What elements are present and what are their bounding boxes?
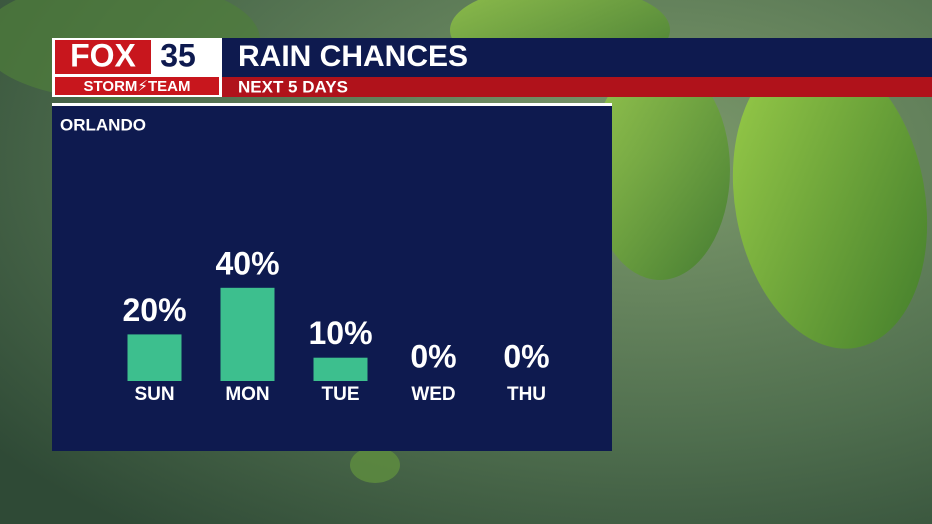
bar: [313, 357, 368, 381]
logo-red: [55, 40, 151, 74]
leaf: [350, 447, 400, 483]
value-label: 20%: [122, 292, 186, 328]
bar: [220, 287, 275, 381]
value-label: 0%: [503, 338, 549, 374]
x-tick-label: MON: [225, 384, 269, 405]
subtitle-banner: [52, 77, 932, 97]
x-tick-label: THU: [507, 384, 546, 405]
logo-network: FOX: [70, 37, 136, 73]
leaf: [732, 51, 928, 349]
x-tick-label: TUE: [322, 384, 360, 405]
logo-team: STORM⚡TEAM: [84, 78, 191, 95]
value-label: 10%: [308, 315, 372, 351]
chart-subtitle: NEXT 5 DAYS: [238, 77, 348, 96]
logo-team-box: [55, 77, 219, 95]
value-label: 0%: [410, 338, 456, 374]
chart-panel: [52, 103, 612, 451]
logo-channel: 35: [160, 37, 196, 73]
panel-top-line: [52, 103, 612, 106]
chart-title: RAIN CHANCES: [238, 40, 468, 73]
bar: [127, 334, 182, 381]
x-tick-label: WED: [411, 384, 455, 405]
x-tick-label: SUN: [134, 384, 174, 405]
leaf: [590, 60, 730, 280]
value-label: 40%: [215, 245, 279, 281]
location-label: ORLANDO: [60, 115, 146, 134]
